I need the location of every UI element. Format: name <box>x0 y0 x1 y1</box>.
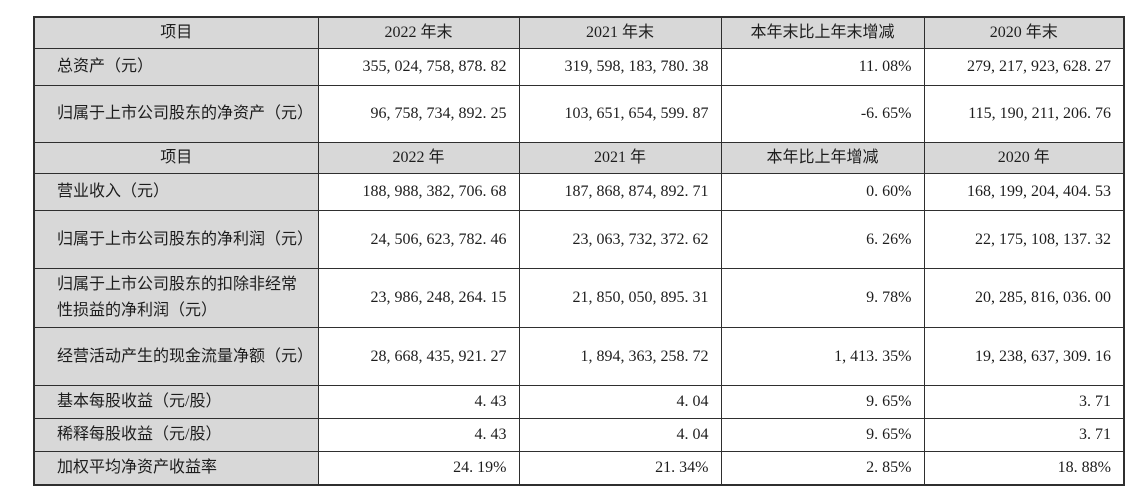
value-cell: 20, 285, 816, 036. 00 <box>923 268 1125 328</box>
value-cell: 1, 413. 35% <box>720 327 925 386</box>
header-cell: 2022 年末 <box>317 16 520 49</box>
header-cell: 2021 年 <box>518 142 722 174</box>
header-cell: 项目 <box>33 16 319 49</box>
row-label-cell: 经营活动产生的现金流量净额（元） <box>33 327 319 386</box>
value-cell: 4. 04 <box>518 418 722 452</box>
value-cell: 115, 190, 211, 206. 76 <box>923 85 1125 143</box>
value-cell: 188, 988, 382, 706. 68 <box>317 173 520 211</box>
table-row: 归属于上市公司股东的净利润（元） 24, 506, 623, 782. 46 23,… <box>33 210 1125 269</box>
value-cell: 3. 71 <box>923 418 1125 452</box>
value-cell: 96, 758, 734, 892. 25 <box>317 85 520 143</box>
header-cell: 2021 年末 <box>518 16 722 49</box>
table-row: 归属于上市公司股东的净资产（元） 96, 758, 734, 892. 25 103… <box>33 85 1125 143</box>
value-cell: 28, 668, 435, 921. 27 <box>317 327 520 386</box>
value-cell: 0. 60% <box>720 173 925 211</box>
row-label-cell: 加权平均净资产收益率 <box>33 451 319 486</box>
row-label-cell: 归属于上市公司股东的净资产（元） <box>33 85 319 143</box>
value-cell: 355, 024, 758, 878. 82 <box>317 48 520 86</box>
value-cell: 23, 063, 732, 372. 62 <box>518 210 722 269</box>
value-cell: 3. 71 <box>923 385 1125 419</box>
value-cell: 24, 506, 623, 782. 46 <box>317 210 520 269</box>
value-cell: 4. 43 <box>317 418 520 452</box>
value-cell: 4. 43 <box>317 385 520 419</box>
row-label-cell: 营业收入（元） <box>33 173 319 211</box>
header-cell: 项目 <box>33 142 319 174</box>
row-label-cell: 归属于上市公司股东的扣除非经常性损益的净利润（元） <box>33 268 319 328</box>
value-cell: 9. 65% <box>720 385 925 419</box>
table-row: 归属于上市公司股东的扣除非经常性损益的净利润（元） 23, 986, 248, 2… <box>33 268 1125 328</box>
value-cell: 319, 598, 183, 780. 38 <box>518 48 722 86</box>
value-cell: 19, 238, 637, 309. 16 <box>923 327 1125 386</box>
value-cell: 2. 85% <box>720 451 925 486</box>
table-row: 总资产（元） 355, 024, 758, 878. 82 319, 598, 18… <box>33 48 1125 86</box>
value-cell: -6. 65% <box>720 85 925 143</box>
header-cell: 本年末比上年末增减 <box>720 16 925 49</box>
value-cell: 21, 850, 050, 895. 31 <box>518 268 722 328</box>
financial-summary-table: 项目 2022 年末 2021 年末 本年末比上年末增减 2020 年末 总资产（元） 35… <box>33 16 1125 486</box>
value-cell: 9. 65% <box>720 418 925 452</box>
value-cell: 23, 986, 248, 264. 15 <box>317 268 520 328</box>
value-cell: 4. 04 <box>518 385 722 419</box>
value-cell: 22, 175, 108, 137. 32 <box>923 210 1125 269</box>
value-cell: 187, 868, 874, 892. 71 <box>518 173 722 211</box>
header-cell: 本年比上年增减 <box>720 142 925 174</box>
table-row: 加权平均净资产收益率 24. 19% 21. 34% 2. 85% 18. 88% <box>33 451 1125 486</box>
value-cell: 9. 78% <box>720 268 925 328</box>
value-cell: 6. 26% <box>720 210 925 269</box>
value-cell: 279, 217, 923, 628. 27 <box>923 48 1125 86</box>
value-cell: 11. 08% <box>720 48 925 86</box>
row-label-cell: 总资产（元） <box>33 48 319 86</box>
value-cell: 18. 88% <box>923 451 1125 486</box>
value-cell: 24. 19% <box>317 451 520 486</box>
table-header-row: 项目 2022 年末 2021 年末 本年末比上年末增减 2020 年末 <box>33 16 1125 49</box>
table-header-row: 项目 2022 年 2021 年本年比上年增减 2020 年 <box>33 142 1125 174</box>
value-cell: 21. 34% <box>518 451 722 486</box>
header-cell: 2020 年末 <box>923 16 1125 49</box>
table-row: 经营活动产生的现金流量净额（元） 28, 668, 435, 921. 27 1, … <box>33 327 1125 386</box>
row-label-cell: 基本每股收益（元/股） <box>33 385 319 419</box>
value-cell: 103, 651, 654, 599. 87 <box>518 85 722 143</box>
row-label-cell: 稀释每股收益（元/股） <box>33 418 319 452</box>
table-row: 基本每股收益（元/股） 4. 43 4. 04 9. 65% 3. 71 <box>33 385 1125 419</box>
value-cell: 1, 894, 363, 258. 72 <box>518 327 722 386</box>
value-cell: 168, 199, 204, 404. 53 <box>923 173 1125 211</box>
table-body: 项目 2022 年末 2021 年末 本年末比上年末增减 2020 年末 总资产（元） 35… <box>33 16 1125 486</box>
table-row: 营业收入（元） 188, 988, 382, 706. 68 187, 868, 8… <box>33 173 1125 211</box>
table-row: 稀释每股收益（元/股） 4. 43 4. 04 9. 65% 3. 71 <box>33 418 1125 452</box>
header-cell: 2020 年 <box>923 142 1125 174</box>
row-label-cell: 归属于上市公司股东的净利润（元） <box>33 210 319 269</box>
header-cell: 2022 年 <box>317 142 520 174</box>
